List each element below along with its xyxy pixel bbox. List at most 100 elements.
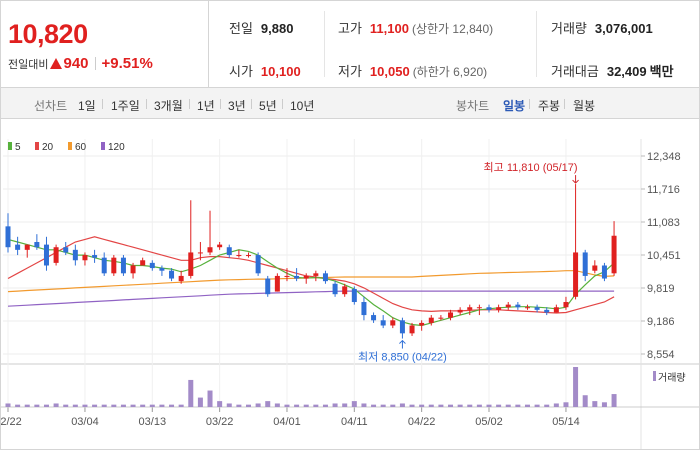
candle-body [43, 244, 49, 266]
stat-volume: 거래량 3,076,001 [551, 18, 653, 37]
period-weekly[interactable]: 주봉 [538, 99, 561, 113]
lower-limit: (하한가 6,920) [412, 65, 488, 79]
period-1year[interactable]: 1년 [197, 99, 215, 113]
x-tick-label: 04/11 [341, 416, 368, 428]
volume-bar [313, 404, 319, 407]
candle-body [92, 255, 98, 258]
candle-body [611, 235, 617, 274]
x-tick-label: 03/04 [71, 416, 99, 428]
volume-bar [24, 404, 30, 407]
volume-bar [351, 401, 357, 407]
legend-label: 120 [108, 142, 125, 153]
volume-bar [236, 404, 242, 407]
candle-body [197, 252, 203, 254]
volume-bar [573, 367, 579, 407]
candle-body [476, 307, 482, 309]
chart-svg: 12,348 11,716 11,083 10,451 9,819 9,186 8,554 0… [0, 139, 699, 449]
volume-bar [428, 404, 434, 407]
upper-limit: (상한가 12,840) [411, 22, 494, 36]
stat-label: 전일 [229, 21, 253, 36]
change-label: 전일대비 [8, 58, 49, 71]
volume-bar [274, 403, 280, 407]
volume-bar [496, 404, 502, 407]
volume-bar [43, 404, 49, 407]
stat-low: 저가 10,050 (하한가 6,920) [338, 61, 487, 80]
volume-bar [438, 404, 444, 407]
y-tick-label: 9,186 [647, 316, 675, 328]
stat-value: 32,409 [606, 64, 647, 79]
volume-bar [448, 404, 454, 407]
period-monthly[interactable]: 월봉 [573, 99, 596, 113]
volume-bar [5, 403, 11, 407]
candle-body [169, 270, 175, 279]
period-toolbar: 선차트 1일 1주일 3개월 1년 3년 5년 10년 봉차트 일봉 주봉 월봉 [0, 88, 700, 119]
volume-bar [457, 404, 463, 407]
divider [536, 11, 537, 77]
stat-open: 시가 10,100 [229, 61, 301, 80]
period-10year[interactable]: 10년 [290, 99, 315, 113]
candle-body [24, 244, 30, 250]
period-3month[interactable]: 3개월 [154, 99, 183, 113]
x-tick-label: 03/22 [206, 416, 234, 428]
legend-label: 20 [42, 142, 54, 153]
candle-body [563, 302, 569, 308]
volume-bar [582, 395, 588, 407]
candle-body [515, 304, 521, 308]
candle-body [207, 247, 213, 253]
divider [564, 99, 565, 109]
candle-body [371, 315, 377, 321]
volume-bar [120, 404, 126, 407]
volume-bar [197, 397, 203, 407]
volume-bar [553, 403, 559, 407]
candle-body [496, 307, 502, 310]
divider [529, 99, 530, 109]
candle-body [159, 268, 165, 271]
candle-body [246, 255, 251, 257]
volume-bar [53, 403, 59, 407]
candle-body [428, 317, 434, 323]
legend-swatch [8, 142, 12, 150]
high-arrow-head-icon [572, 179, 579, 184]
volume-bar [111, 404, 117, 407]
volume-bar [611, 394, 617, 407]
x-tick-label: 03/13 [139, 416, 167, 428]
candle-body [544, 309, 550, 313]
candle-body [409, 325, 415, 334]
legend-swatch [68, 142, 72, 150]
volume-bar [130, 404, 136, 407]
candle-body [313, 273, 319, 276]
ma20-line [7, 236, 615, 314]
candle-body [53, 247, 59, 263]
x-tick-label: 04/22 [408, 416, 436, 428]
volume-bar [544, 404, 550, 407]
candle-body [592, 265, 598, 271]
volume-bar [524, 404, 530, 407]
volume-bar [15, 404, 21, 407]
candle-body [72, 249, 78, 261]
period-daily[interactable]: 일봉 [503, 99, 526, 113]
change-rate: +9.51% [101, 55, 153, 72]
stat-value: 10,100 [260, 64, 301, 79]
volume-bar [34, 404, 40, 407]
candle-body [294, 275, 300, 279]
candle-body [15, 244, 21, 250]
up-arrow-icon [50, 58, 63, 69]
stat-high: 고가 11,100 (상한가 12,840) [338, 18, 493, 37]
candle-body [140, 260, 146, 266]
divider [324, 11, 325, 77]
volume-bar [592, 401, 598, 407]
y-tick-label: 9,819 [647, 283, 675, 295]
volume-bar [467, 404, 473, 407]
candle-body [274, 275, 280, 292]
period-5year[interactable]: 5년 [259, 99, 277, 113]
divider [102, 99, 103, 109]
x-tick-label: 02/22 [1, 416, 22, 428]
volume-bar [332, 403, 338, 407]
candle-body [130, 265, 136, 274]
x-tick-label: 04/01 [273, 416, 301, 428]
period-3year[interactable]: 3년 [228, 99, 246, 113]
volume-bar [486, 404, 492, 407]
period-1week[interactable]: 1주일 [111, 99, 140, 113]
period-1day[interactable]: 1일 [78, 99, 96, 113]
volume-bar [361, 403, 367, 407]
